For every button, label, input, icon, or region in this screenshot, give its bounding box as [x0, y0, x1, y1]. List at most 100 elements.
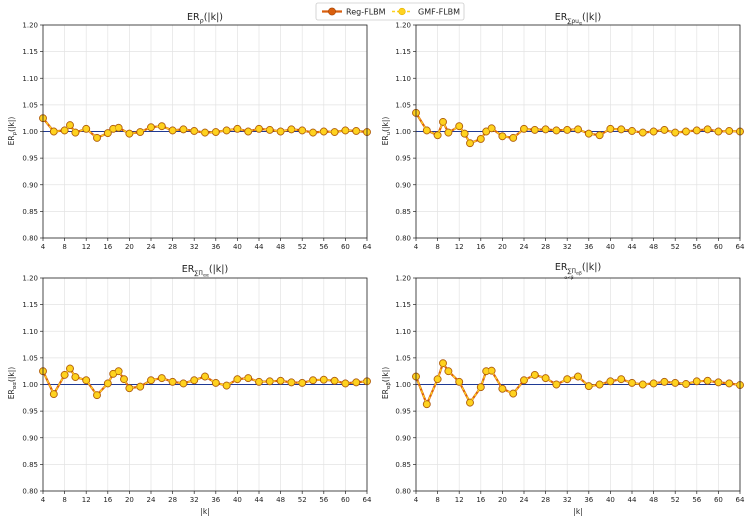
x-tick-label: 16 [476, 243, 485, 251]
y-tick-label: 1.20 [395, 22, 411, 30]
y-tick-label: 0.90 [395, 434, 411, 442]
x-tick-label: 8 [435, 243, 439, 251]
data-point-gmf-flbm [714, 128, 722, 135]
y-tick-label: 0.80 [22, 488, 38, 496]
y-tick-label: 0.85 [395, 208, 411, 216]
legend: Reg-FLBM GMF-FLBM [315, 2, 465, 21]
x-tick-label: 56 [692, 496, 701, 504]
data-point-gmf-flbm [606, 377, 614, 385]
x-tick-label: 32 [190, 243, 199, 251]
x-tick-label: 64 [363, 496, 372, 504]
series-line-reg-flbm [42, 367, 368, 397]
x-tick-label: 40 [233, 496, 242, 504]
data-point-gmf-flbm [682, 128, 690, 135]
data-point-gmf-flbm [660, 378, 668, 386]
series-line-gmf-flbm [42, 367, 368, 397]
data-point-gmf-flbm [596, 131, 604, 139]
y-axis-label: ERu(|k|) [381, 117, 392, 146]
data-point-gmf-flbm [212, 379, 220, 387]
data-point-gmf-flbm [531, 371, 539, 379]
data-point-gmf-flbm [531, 126, 539, 134]
x-tick-label: 16 [476, 496, 485, 504]
data-point-gmf-flbm [82, 125, 90, 133]
y-tick-label: 0.90 [22, 434, 38, 442]
data-point-gmf-flbm [109, 370, 117, 378]
x-tick-label: 60 [341, 496, 350, 504]
x-axis-label: |k| [573, 507, 582, 516]
y-tick-label: 1.15 [22, 301, 38, 309]
subplot-title: ER∑Παα(|k|) [182, 264, 228, 279]
data-point-gmf-flbm [50, 128, 58, 135]
y-axis-label: ERρ(|k|) [7, 117, 18, 146]
data-point-gmf-flbm [233, 375, 241, 383]
data-point-gmf-flbm [320, 128, 328, 135]
data-point-gmf-flbm [298, 126, 306, 134]
y-tick-label: 1.00 [22, 128, 38, 136]
data-point-gmf-flbm [488, 124, 496, 132]
x-tick-label: 36 [584, 243, 593, 251]
data-point-gmf-flbm [115, 367, 123, 375]
data-point-gmf-flbm [255, 378, 263, 386]
data-point-gmf-flbm [563, 375, 571, 383]
data-point-gmf-flbm [158, 374, 166, 382]
x-tick-label: 28 [168, 496, 177, 504]
data-point-gmf-flbm [660, 126, 668, 134]
data-point-gmf-flbm [466, 399, 474, 407]
y-tick-label: 1.05 [395, 101, 411, 109]
data-point-gmf-flbm [444, 367, 452, 375]
data-point-gmf-flbm [169, 126, 177, 134]
data-point-gmf-flbm [71, 129, 79, 137]
x-tick-label: 8 [62, 496, 66, 504]
data-point-gmf-flbm [223, 126, 231, 134]
data-point-gmf-flbm [158, 122, 166, 130]
y-tick-label: 1.00 [395, 128, 411, 136]
y-axis-label: ERαα(|k|) [7, 367, 18, 400]
data-point-gmf-flbm [628, 379, 636, 387]
x-tick-label: 4 [414, 243, 419, 251]
y-tick-label: 1.10 [22, 75, 38, 83]
y-tick-label: 0.95 [395, 408, 411, 416]
data-point-gmf-flbm [671, 379, 679, 387]
data-point-gmf-flbm [244, 128, 252, 135]
y-tick-label: 0.95 [22, 408, 38, 416]
x-tick-label: 12 [455, 243, 464, 251]
data-point-gmf-flbm [115, 124, 123, 132]
x-tick-label: 32 [563, 243, 572, 251]
x-tick-label: 48 [276, 496, 285, 504]
y-tick-label: 1.05 [22, 354, 38, 362]
x-tick-label: 40 [606, 496, 615, 504]
x-tick-label: 24 [520, 496, 529, 504]
data-point-gmf-flbm [439, 118, 447, 126]
x-tick-label: 48 [649, 496, 658, 504]
y-tick-label: 0.80 [395, 488, 411, 496]
y-tick-label: 1.10 [395, 75, 411, 83]
data-point-gmf-flbm [725, 379, 733, 387]
x-tick-label: 56 [692, 243, 701, 251]
data-point-gmf-flbm [71, 373, 79, 381]
data-point-gmf-flbm [255, 125, 263, 133]
data-point-gmf-flbm [201, 129, 209, 137]
y-tick-label: 0.90 [395, 181, 411, 189]
data-point-gmf-flbm [617, 375, 625, 383]
data-point-gmf-flbm [552, 126, 560, 134]
legend-marker-reg-flbm [328, 7, 336, 16]
x-tick-label: 52 [671, 243, 680, 251]
data-point-gmf-flbm [704, 377, 712, 385]
title-base: ER [187, 12, 200, 23]
data-point-gmf-flbm [298, 379, 306, 387]
data-point-gmf-flbm [574, 125, 582, 133]
data-point-gmf-flbm [104, 379, 112, 387]
data-point-gmf-flbm [277, 128, 285, 135]
x-tick-label: 4 [41, 243, 46, 251]
data-point-gmf-flbm [179, 125, 187, 133]
series-line-gmf-flbm [42, 117, 368, 139]
x-tick-label: 8 [435, 496, 439, 504]
y-axis-label: ERαβ(|k|) [381, 367, 392, 399]
data-point-gmf-flbm [331, 128, 339, 136]
y-tick-label: 1.15 [22, 48, 38, 56]
data-point-gmf-flbm [693, 126, 701, 134]
data-point-gmf-flbm [639, 381, 647, 388]
data-point-gmf-flbm [585, 382, 593, 390]
data-point-gmf-flbm [320, 376, 328, 384]
x-tick-label: 44 [628, 243, 637, 251]
